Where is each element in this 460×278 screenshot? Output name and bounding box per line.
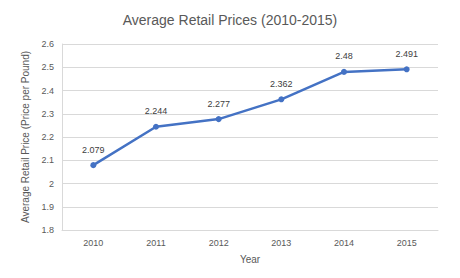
svg-text:2010: 2010 bbox=[83, 238, 103, 248]
svg-text:2015: 2015 bbox=[397, 238, 417, 248]
svg-text:2012: 2012 bbox=[209, 238, 229, 248]
svg-text:2013: 2013 bbox=[271, 238, 291, 248]
svg-text:2.2: 2.2 bbox=[41, 132, 54, 142]
svg-text:1.9: 1.9 bbox=[41, 202, 54, 212]
svg-text:Average Retail Prices (2010-20: Average Retail Prices (2010-2015) bbox=[123, 12, 338, 28]
svg-text:2.244: 2.244 bbox=[145, 106, 168, 116]
svg-text:2014: 2014 bbox=[334, 238, 354, 248]
svg-text:1.8: 1.8 bbox=[41, 225, 54, 235]
svg-text:2.48: 2.48 bbox=[335, 51, 353, 61]
svg-text:2.079: 2.079 bbox=[82, 145, 105, 155]
svg-text:2: 2 bbox=[49, 179, 54, 189]
svg-text:2.362: 2.362 bbox=[270, 79, 293, 89]
svg-text:2.277: 2.277 bbox=[207, 99, 230, 109]
svg-text:Average Retail Price (Price pe: Average Retail Price (Price per Pound) bbox=[20, 51, 31, 223]
svg-text:Year: Year bbox=[240, 254, 261, 265]
svg-text:2.1: 2.1 bbox=[41, 155, 54, 165]
svg-text:2.6: 2.6 bbox=[41, 39, 54, 49]
svg-text:2011: 2011 bbox=[146, 238, 165, 248]
svg-text:2.5: 2.5 bbox=[41, 62, 54, 72]
svg-text:2.4: 2.4 bbox=[41, 86, 54, 96]
svg-text:2.491: 2.491 bbox=[395, 49, 418, 59]
svg-text:2.3: 2.3 bbox=[41, 109, 54, 119]
